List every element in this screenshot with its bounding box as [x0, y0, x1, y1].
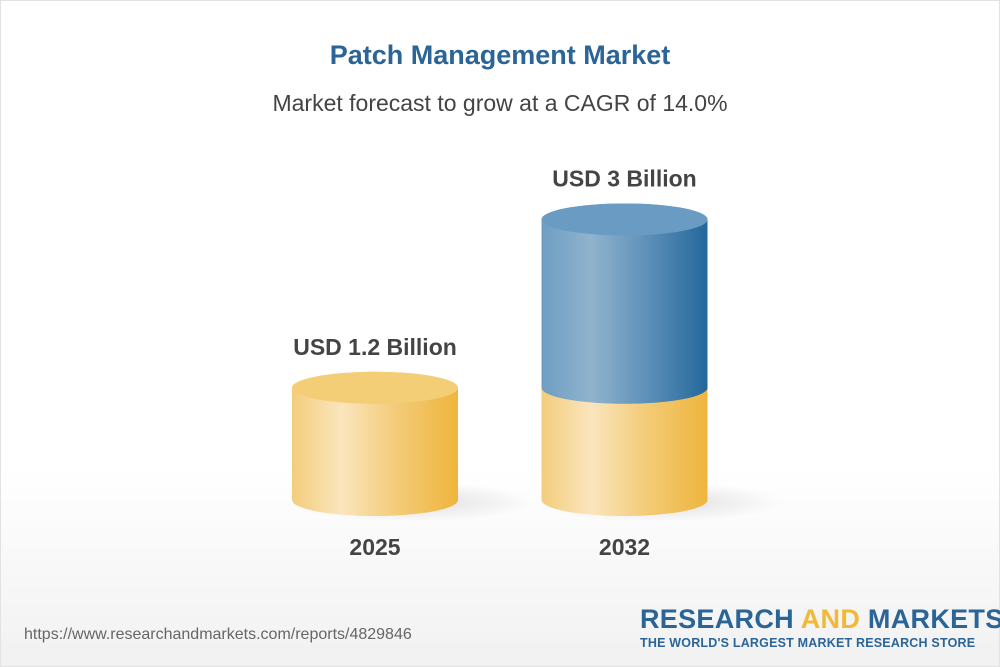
logo-tagline: THE WORLD'S LARGEST MARKET RESEARCH STOR…	[640, 636, 976, 650]
chart-subtitle: Market forecast to grow at a CAGR of 14.…	[272, 90, 728, 116]
logo-text: RESEARCH	[640, 604, 801, 634]
report-url[interactable]: https://www.researchandmarkets.com/repor…	[24, 626, 412, 643]
research-and-markets-logo[interactable]: RESEARCH AND MARKETS THE WORLD'S LARGEST…	[640, 604, 1000, 650]
cylinder-base-segment-2025	[292, 371, 458, 516]
logo-text-and: AND	[800, 604, 861, 634]
cylinder-top-2025	[292, 371, 458, 404]
data-label-2032: USD 3 Billion	[552, 166, 696, 192]
cylinder-top-2032	[541, 203, 708, 236]
category-label-2025: 2025	[349, 534, 400, 560]
cylinder-growth-segment-2032	[541, 203, 708, 404]
cylinder-base-segment-2032	[541, 371, 708, 516]
category-label-2032: 2032	[599, 534, 650, 560]
logo-text: MARKETS	[860, 604, 1000, 634]
data-label-2025: USD 1.2 Billion	[293, 334, 457, 360]
chart-title: Patch Management Market	[329, 40, 671, 70]
